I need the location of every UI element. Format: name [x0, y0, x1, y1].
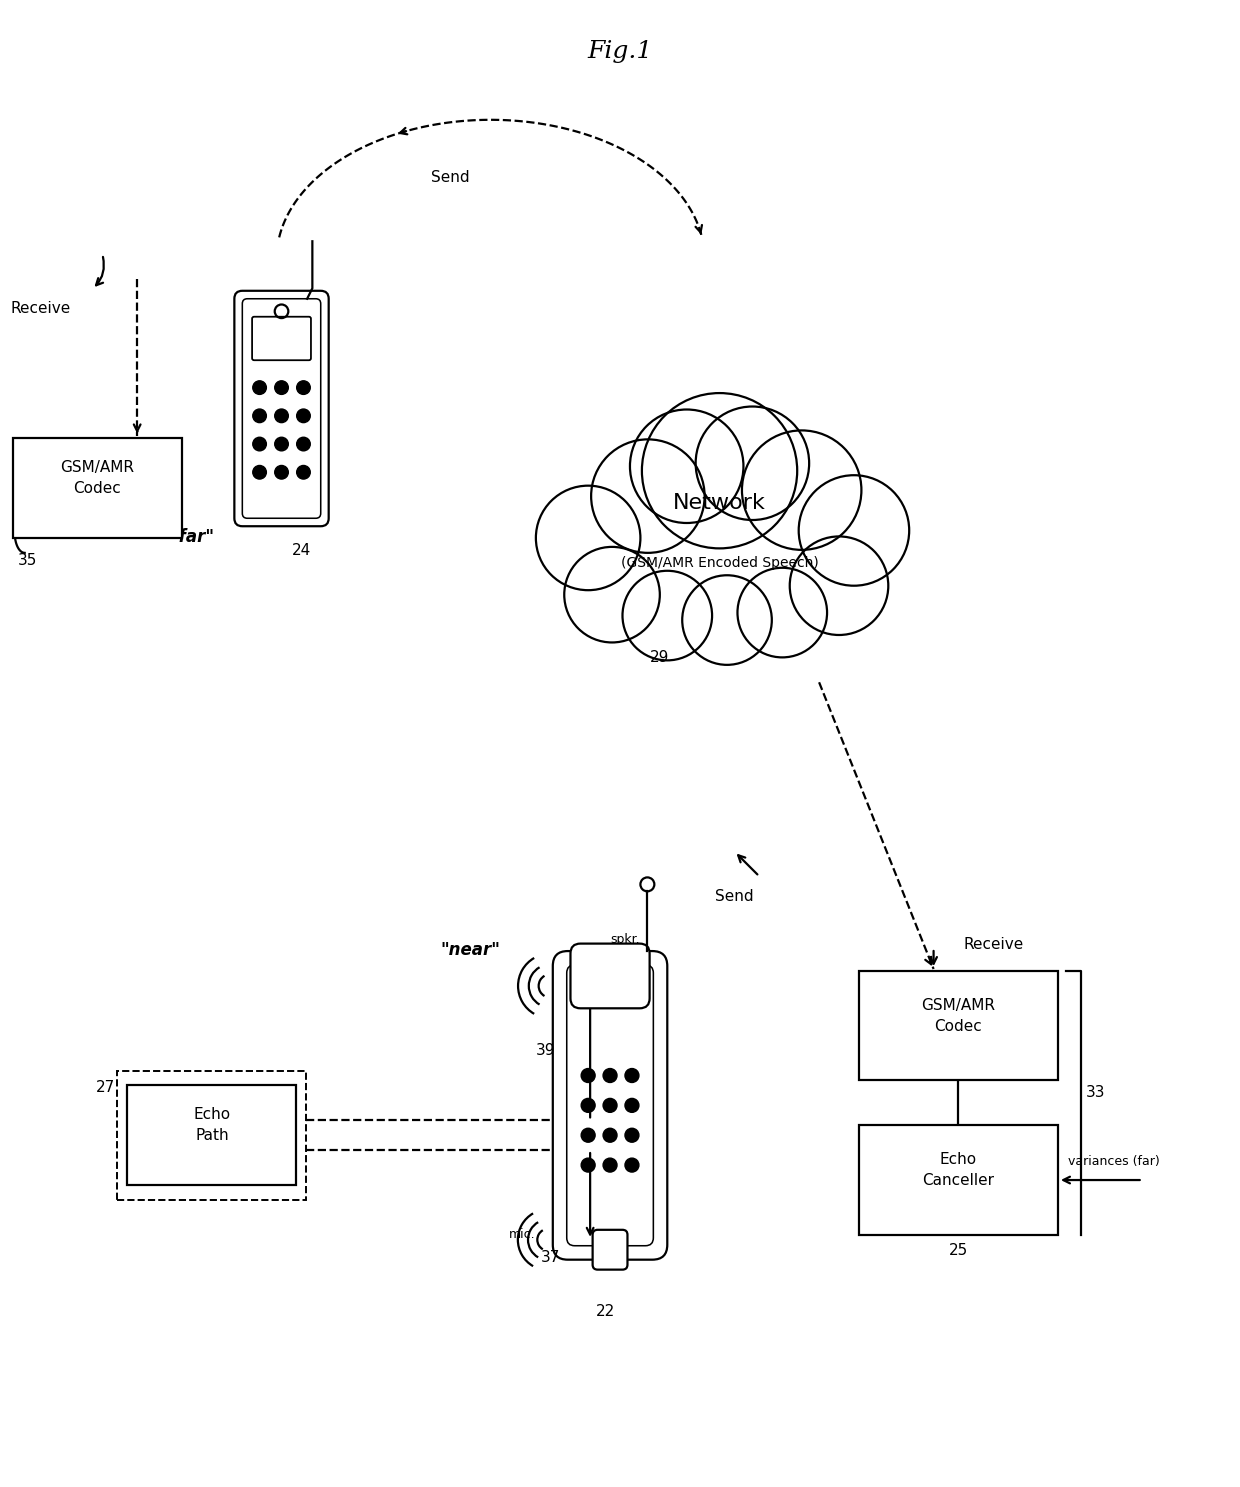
Circle shape: [642, 393, 797, 549]
Text: Network: Network: [673, 494, 766, 513]
Text: variances (far): variances (far): [1068, 1155, 1159, 1169]
Circle shape: [603, 1158, 618, 1172]
Circle shape: [790, 537, 888, 635]
Circle shape: [625, 1099, 639, 1112]
FancyBboxPatch shape: [567, 965, 653, 1246]
Circle shape: [696, 406, 810, 520]
Circle shape: [296, 437, 310, 451]
Text: Send: Send: [715, 889, 754, 904]
Text: 35: 35: [17, 553, 37, 568]
FancyBboxPatch shape: [593, 1230, 627, 1270]
Text: GSM/AMR
Codec: GSM/AMR Codec: [921, 998, 996, 1033]
Text: 27: 27: [95, 1081, 115, 1096]
Text: 33: 33: [1086, 1086, 1105, 1100]
Text: Receive: Receive: [11, 302, 71, 317]
Circle shape: [625, 1069, 639, 1083]
Circle shape: [296, 409, 310, 422]
Circle shape: [799, 476, 909, 586]
Circle shape: [603, 1069, 618, 1083]
Text: Send: Send: [432, 170, 470, 184]
Circle shape: [582, 1129, 595, 1142]
Circle shape: [253, 437, 267, 451]
Circle shape: [582, 1158, 595, 1172]
Circle shape: [564, 547, 660, 642]
Text: 24: 24: [291, 543, 311, 558]
Text: 22: 22: [595, 1304, 615, 1319]
Circle shape: [630, 409, 744, 523]
FancyBboxPatch shape: [553, 952, 667, 1259]
Circle shape: [296, 381, 310, 394]
Text: Fig.1: Fig.1: [588, 40, 652, 62]
Text: "near": "near": [440, 941, 501, 959]
Circle shape: [275, 437, 289, 451]
Circle shape: [275, 381, 289, 394]
Text: "far": "far": [170, 528, 215, 546]
Circle shape: [582, 1099, 595, 1112]
FancyBboxPatch shape: [252, 317, 311, 360]
Circle shape: [625, 1129, 639, 1142]
Circle shape: [603, 1129, 618, 1142]
FancyBboxPatch shape: [570, 944, 650, 1008]
Bar: [859, 971, 1058, 1081]
Text: 29: 29: [650, 650, 670, 665]
Bar: [118, 1071, 306, 1200]
FancyBboxPatch shape: [242, 299, 321, 519]
Circle shape: [536, 486, 640, 590]
Circle shape: [582, 1069, 595, 1083]
Circle shape: [591, 439, 704, 553]
Text: 25: 25: [949, 1243, 967, 1258]
Circle shape: [275, 465, 289, 479]
Text: 37: 37: [541, 1249, 560, 1265]
Circle shape: [253, 465, 267, 479]
Circle shape: [738, 568, 827, 657]
Circle shape: [275, 409, 289, 422]
Text: (GSM/AMR Encoded Speech): (GSM/AMR Encoded Speech): [621, 556, 818, 570]
Bar: [128, 1086, 296, 1185]
Circle shape: [603, 1099, 618, 1112]
Circle shape: [253, 381, 267, 394]
Text: 39: 39: [536, 1042, 556, 1059]
Text: Receive: Receive: [963, 937, 1024, 952]
Text: spkr.: spkr.: [610, 932, 640, 946]
Circle shape: [625, 1158, 639, 1172]
Text: mic.: mic.: [508, 1228, 536, 1242]
Circle shape: [622, 571, 712, 660]
Text: Echo
Canceller: Echo Canceller: [923, 1152, 994, 1188]
Bar: [12, 439, 182, 538]
Circle shape: [742, 430, 862, 550]
Circle shape: [253, 409, 267, 422]
FancyBboxPatch shape: [234, 291, 329, 526]
Circle shape: [682, 575, 771, 665]
Bar: [859, 1126, 1058, 1234]
Text: GSM/AMR
Codec: GSM/AMR Codec: [61, 459, 134, 497]
Circle shape: [296, 465, 310, 479]
Text: Echo
Path: Echo Path: [193, 1108, 231, 1144]
